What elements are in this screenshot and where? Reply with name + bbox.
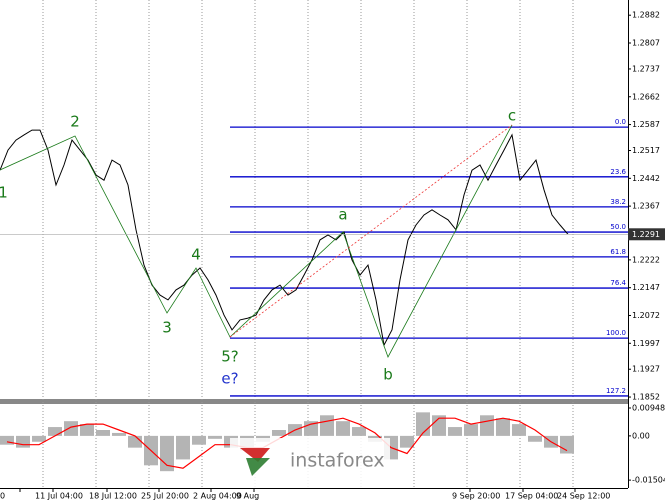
x-tick-label: 9 Sep 20:00	[452, 492, 500, 501]
last-price-box	[628, 228, 665, 241]
y-tick-label: 1.1927	[632, 365, 660, 374]
wave-label: 3	[162, 319, 172, 337]
wave-channel	[229, 124, 513, 338]
histogram-bar	[0, 435, 14, 445]
histogram-bar	[16, 435, 30, 448]
y-tick-label: 1.2222	[632, 255, 660, 264]
wave-label: a	[338, 206, 347, 224]
histogram-bar	[560, 435, 574, 454]
fib-label: 38.2	[610, 198, 626, 206]
y-tick-label: 1.2442	[632, 174, 660, 183]
histogram-bar	[80, 424, 94, 436]
y-tick-label: 1.2882	[632, 11, 660, 20]
y-tick-label: 0.00	[632, 431, 650, 440]
histogram-bar	[128, 435, 142, 448]
y-tick-label: 0.00948	[632, 404, 665, 413]
fib-label: 127.2	[606, 387, 626, 395]
price-line	[0, 129, 569, 347]
histogram-bar	[208, 435, 222, 439]
y-tick-label: 1.2737	[632, 64, 660, 73]
histogram-bar	[272, 430, 286, 436]
y-tick-label: 1.2367	[632, 202, 660, 211]
logo: instaforex	[230, 438, 390, 488]
x-tick-label: 11 Jul 04:00	[35, 492, 83, 501]
histogram-bar	[96, 430, 110, 436]
histogram-bar	[32, 435, 46, 442]
histogram-bar	[512, 424, 526, 436]
wave-label: 2	[70, 113, 80, 131]
fib-label: 76.4	[610, 279, 626, 287]
histogram-bar	[48, 427, 62, 436]
histogram-bar	[432, 415, 446, 436]
panel-separator	[0, 399, 628, 404]
y-tick-label: 1.2517	[632, 146, 660, 155]
logo-text: instaforex	[290, 450, 385, 472]
histogram-bar	[192, 435, 206, 445]
wave-label: 4	[191, 246, 201, 264]
x-tick-label: 18 Jul 12:00	[89, 492, 137, 501]
histogram-bar	[496, 418, 510, 436]
histogram-bar	[464, 424, 478, 436]
wave-label: 1	[0, 184, 8, 202]
x-tick-label: 25 Jul 20:00	[141, 492, 189, 501]
fib-label: 50.0	[610, 223, 626, 231]
fib-label: 23.6	[610, 168, 626, 176]
y-tick-label: 1.1997	[632, 339, 660, 348]
y-tick-label: 1.2662	[632, 92, 660, 101]
last-price-label: 1.2291	[632, 230, 660, 239]
histogram-bar	[64, 421, 78, 436]
y-tick-label: 1.2072	[632, 311, 660, 320]
y-tick-label: 1.1852	[632, 393, 660, 402]
histogram-bar	[448, 427, 462, 436]
signal-line	[6, 417, 568, 469]
histogram-bar	[480, 415, 494, 436]
histogram-bar	[176, 435, 190, 460]
fib-label: 0.0	[615, 118, 626, 126]
y-tick-label: 1.2807	[632, 39, 660, 48]
histogram-bar	[336, 421, 350, 436]
wave-line	[0, 124, 513, 358]
wave-label: 5?	[221, 348, 239, 366]
x-tick-label: 2 Aug 04:00	[193, 492, 242, 501]
y-tick-label: 1.2147	[632, 283, 660, 292]
histogram-bar	[320, 415, 334, 436]
x-tick-label: 0	[0, 492, 5, 501]
fib-label: 100.0	[606, 329, 626, 337]
histogram-bar	[352, 427, 366, 436]
x-tick-label: 24 Sep 12:00	[557, 492, 610, 501]
wave-label: b	[383, 366, 393, 384]
y-tick-label: 1.2587	[632, 120, 660, 129]
y-tick-label: -0.01504	[632, 476, 665, 485]
fib-label: 61.8	[610, 248, 626, 256]
x-tick-label: 17 Sep 04:00	[505, 492, 558, 501]
histogram-bar	[112, 432, 126, 436]
wave-label: c	[508, 107, 516, 125]
wave-label: e?	[221, 370, 238, 388]
logo-icon	[240, 448, 270, 476]
histogram-bar	[400, 435, 414, 448]
x-tick-label: 9 Aug	[236, 492, 259, 501]
histogram-bar	[528, 435, 542, 442]
